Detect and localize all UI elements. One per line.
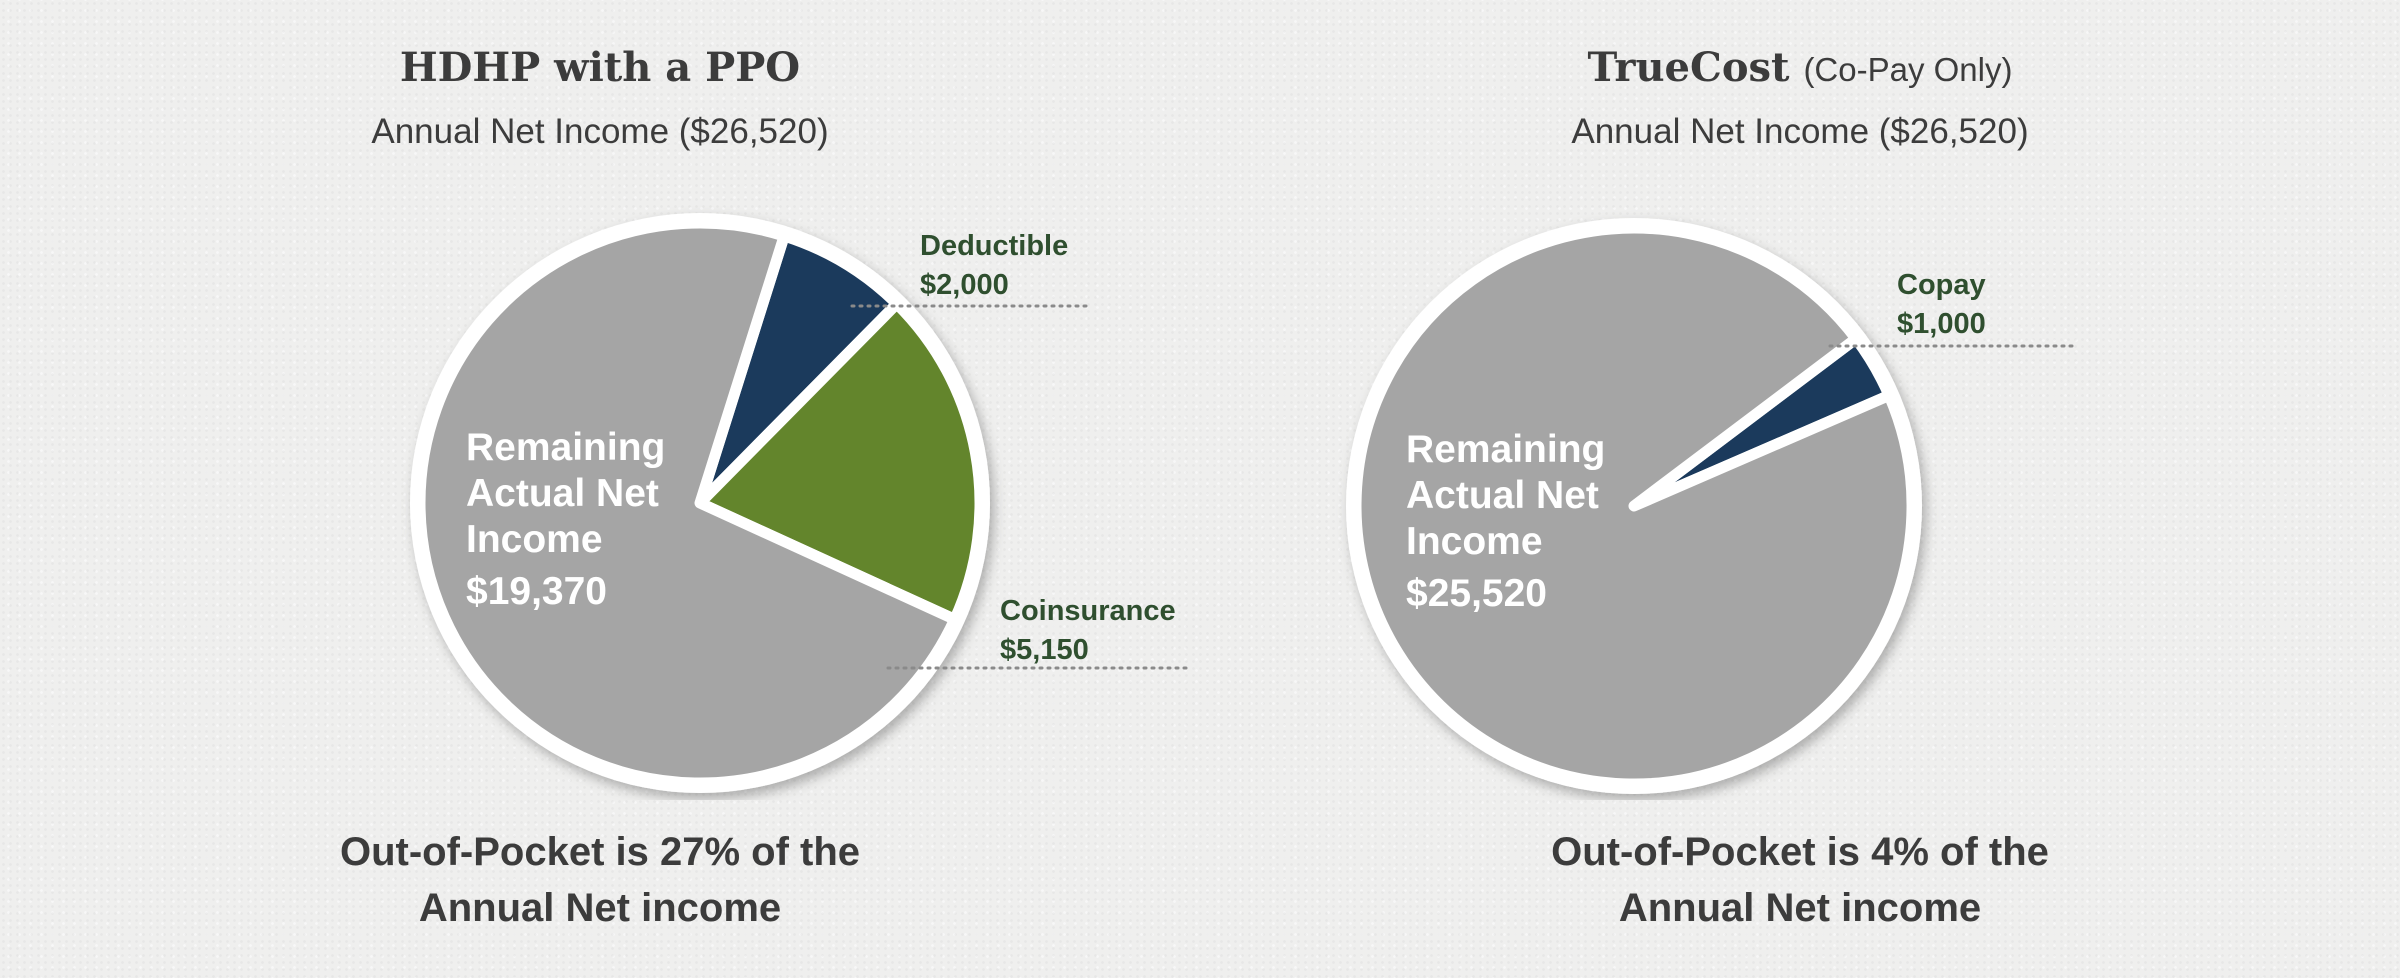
hdhp-callout-deductible-value: $2,000 xyxy=(920,269,1009,301)
hdhp-panel: HDHP with a PPO Annual Net Income ($26,5… xyxy=(0,44,1200,936)
hdhp-callout-coinsurance-value: $5,150 xyxy=(1000,634,1089,666)
truecost-pie-chart: Remaining Actual Net Income $25,520 Copay $1,… xyxy=(1346,218,2074,794)
hdhp-caption-line-2: Annual Net income xyxy=(418,886,782,930)
truecost-title: TrueCost (Co-Pay Only) xyxy=(1200,44,2400,91)
hdhp-callout-coinsurance-label: Coinsurance xyxy=(1000,595,1176,627)
truecost-callout-copay-label: Copay xyxy=(1897,269,1986,301)
hdhp-title: HDHP with a PPO xyxy=(0,44,1200,91)
hdhp-remaining-label: Remaining Actual Net Income xyxy=(466,426,665,561)
truecost-subtitle: Annual Net Income ($26,520) xyxy=(1571,112,2029,151)
hdhp-slice-remaining-actual-net-income xyxy=(414,217,961,789)
truecost-remaining-value: $25,520 xyxy=(1406,572,1547,615)
hdhp-caption: Out-of-Pocket is 27% of the Annual Net i… xyxy=(0,824,1200,936)
hdhp-caption-line-1: Out-of-Pocket is 27% of the xyxy=(339,830,861,874)
truecost-title-sub: (Co-Pay Only) xyxy=(1803,51,2013,88)
hdhp-callout-deductible-label: Deductible xyxy=(920,230,1068,262)
hdhp-slice-coinsurance xyxy=(694,298,986,625)
truecost-remaining-label: Remaining Actual Net Income xyxy=(1406,428,1605,563)
truecost-title-main: TrueCost xyxy=(1587,44,1790,91)
hdhp-subtitle: Annual Net Income ($26,520) xyxy=(371,112,829,151)
hdhp-pie-chart: Remaining Actual Net Income $19,370 Deductib… xyxy=(410,213,1192,793)
hdhp-title-main: HDHP with a PPO xyxy=(399,44,801,91)
truecost-caption-line-2: Annual Net income xyxy=(1618,886,1982,930)
truecost-slice-remaining-actual-net-income xyxy=(1350,222,1918,790)
truecost-caption-line-1: Out-of-Pocket is 4% of the xyxy=(1551,830,2049,874)
hdhp-remaining-value: $19,370 xyxy=(466,570,607,613)
truecost-caption: Out-of-Pocket is 4% of the Annual Net in… xyxy=(1200,824,2400,936)
truecost-callout-copay-value: $1,000 xyxy=(1897,308,1986,340)
truecost-panel: TrueCost (Co-Pay Only) Annual Net Income… xyxy=(1200,0,2400,978)
